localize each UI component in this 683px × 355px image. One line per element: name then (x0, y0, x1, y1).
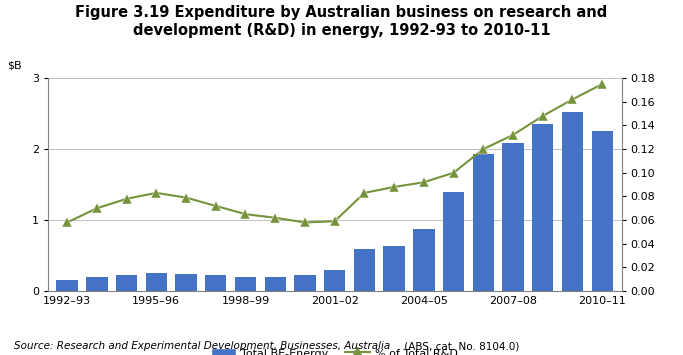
Text: (ABS, cat. No. 8104.0): (ABS, cat. No. 8104.0) (401, 342, 519, 351)
Bar (116, 275, 137, 291)
Bar (502, 143, 524, 291)
Bar (473, 154, 494, 291)
Bar (532, 124, 553, 291)
Legend: Total BE-Energy, % of Total R&D: Total BE-Energy, % of Total R&D (207, 344, 462, 355)
Bar (235, 277, 256, 291)
Bar (176, 274, 197, 291)
Bar (591, 131, 613, 291)
Bar (562, 112, 583, 291)
Bar (324, 270, 346, 291)
Bar (383, 246, 405, 291)
Text: Source: Research and Experimental Development, Businesses, Australia: Source: Research and Experimental Develo… (14, 342, 390, 351)
Bar (413, 229, 434, 291)
Text: Figure 3.19 Expenditure by Australian business on research and
development (R&D): Figure 3.19 Expenditure by Australian bu… (75, 5, 608, 38)
Text: $B: $B (7, 61, 21, 71)
Bar (443, 192, 464, 291)
Bar (57, 280, 78, 291)
Bar (264, 277, 286, 291)
Bar (294, 275, 316, 291)
Bar (145, 273, 167, 291)
Bar (354, 248, 375, 291)
Bar (86, 277, 107, 291)
Bar (205, 275, 227, 291)
